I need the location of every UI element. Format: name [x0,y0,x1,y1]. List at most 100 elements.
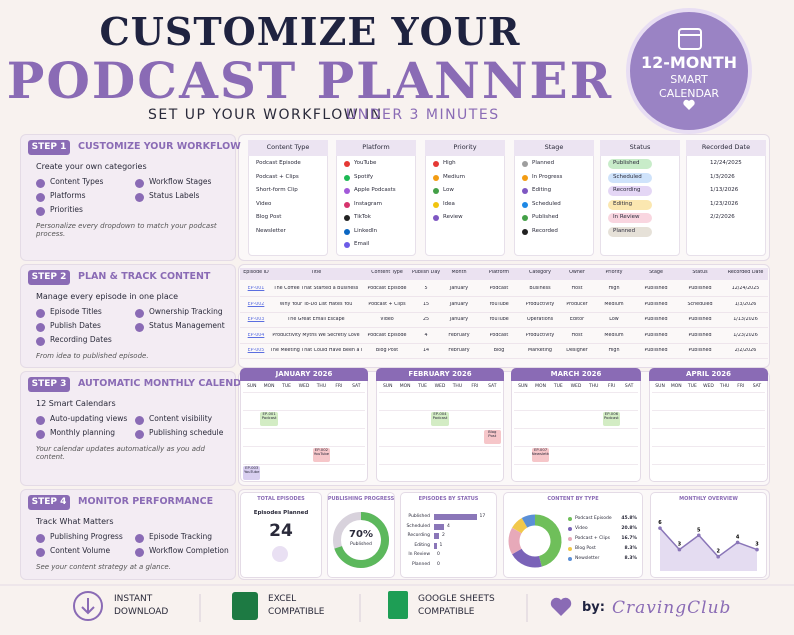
table-header: Publish Day [412,270,440,275]
table-cell: Productivity [525,301,555,307]
legend-label: Newsletter [575,556,600,561]
legend-dot [568,557,572,561]
dropdown [425,140,505,256]
check-item: Recording Dates [50,335,112,344]
check-icon [36,534,45,543]
table-cell: YouTube [489,317,509,322]
check-item: Ownership Tracking [149,307,223,316]
check-icon [36,207,45,216]
check-icon [135,534,144,543]
check-item: Content visibility [149,414,213,423]
line [659,527,758,558]
dropdown-header: Platform [336,140,416,156]
option: 1/13/2026 [710,187,739,193]
table-cell: Editor [569,317,585,322]
card-title: MONTHLY OVERVIEW [679,496,738,502]
option: Podcast Episode [256,160,301,166]
table-cell: The Coffee That Started a Business [273,286,359,291]
option: In Review [613,214,640,220]
table-cell: January [449,286,469,291]
weekday: SAT [352,384,361,389]
week-line [379,410,501,411]
option: 2/2/2026 [710,214,735,220]
table-cell: The Great Email Escape [287,317,345,322]
option: Podcast + Clips [256,173,299,180]
legend-dot [568,527,572,531]
option-dot [522,201,528,208]
table-cell: 14 [422,348,430,353]
option: Recording [613,187,641,193]
week-line [514,428,638,429]
option-dot [433,188,439,194]
week-line [514,446,638,447]
weekday: MON [535,384,546,389]
table-cell: Scheduled [687,301,713,307]
calendar-header: MARCH 2026 [511,368,641,381]
table-cell: Published [644,348,668,353]
option: Email [354,241,370,247]
table-cell: EP-003 [247,317,265,322]
check-item: Priorities [50,205,83,214]
badge-icons [678,28,702,110]
table-cell: Medium [604,332,624,338]
option-dot [344,161,350,167]
bar [434,523,444,530]
option: 1/3/2026 [710,173,735,180]
table-cell: Productivity [525,332,555,338]
option: Planned [532,160,555,166]
dropdown [686,140,766,256]
week-line [379,428,501,429]
dropdown [336,140,416,256]
week-line [652,392,765,393]
heart-icon [550,597,572,616]
week-line [379,392,501,393]
event-chip: EP-004 Podcast [431,412,449,426]
option: 12/24/2025 [710,160,742,166]
dropdown [600,140,680,256]
point-label: 5 [697,527,701,533]
weekday: WED [434,384,446,389]
badge-line3: CALENDAR [659,87,719,100]
weekday: SAT [624,384,634,389]
footer-text: GOOGLE SHEETS COMPATIBLE [418,594,495,617]
option: 1/23/2026 [710,200,739,207]
step-panel [20,134,236,261]
table-cell: EP-001 [247,286,265,291]
table-cell: Podcast [489,286,509,291]
point-label: 3 [755,542,759,548]
weekday: TUE [282,384,291,389]
table-header: Recorded Date [727,270,764,275]
table-cell: January [449,317,469,322]
table-header-bg [240,268,768,280]
weekday: FRI [335,384,343,389]
step-note: Your calendar updates automatically as y… [36,445,205,462]
weekday: SUN [246,384,257,389]
table-cell: Published [688,348,712,353]
progress-caption: Published [350,542,372,547]
point-label: 3 [678,542,682,548]
table-cell: EP-005 [247,348,265,353]
bar-label: Recording [407,533,430,538]
option: Scheduled [613,173,642,180]
option: Scheduled [532,200,561,207]
calendar-header: JANUARY 2026 [240,368,368,381]
option-dot [344,201,350,208]
weekday: THU [719,384,730,389]
table-cell: Productivity Myths We Secretly Love [272,332,360,338]
week-line [514,410,638,411]
option-dot [433,174,439,181]
table-cell: 4 [424,332,428,338]
status-pill [608,186,652,196]
bar-value: 17 [479,514,486,519]
weekday: FRI [471,384,479,389]
mini-chart: 6 3 5 2 4 3 [658,520,759,571]
donut-segment [534,514,562,567]
table-cell: Video [380,317,394,322]
table-cell: 1/3/2026 [734,301,757,307]
week-line [243,428,365,429]
week-line [652,464,765,465]
check-item: Publish Dates [50,321,101,330]
week-line [379,446,501,447]
table-cell: 1/23/2026 [733,332,758,338]
option: Short-form Clip [256,187,298,193]
